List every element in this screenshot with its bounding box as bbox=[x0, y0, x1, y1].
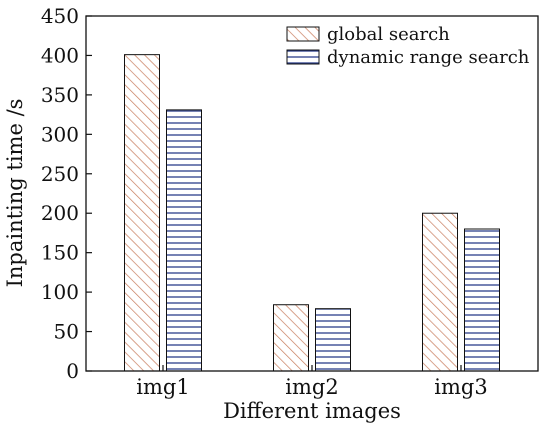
y-tick-label: 150 bbox=[41, 241, 79, 265]
bar-img1-dynamic-range-search bbox=[166, 109, 202, 372]
legend-swatch-dynamic-range-search bbox=[286, 49, 320, 65]
y-tick-label: 400 bbox=[41, 43, 79, 67]
bar-img2-dynamic-range-search bbox=[315, 308, 351, 372]
bar-img3-global-search bbox=[422, 212, 458, 372]
x-tick-label-img3: img3 bbox=[434, 375, 487, 399]
legend: global search dynamic range search bbox=[286, 24, 530, 68]
y-tick-label: 350 bbox=[41, 83, 79, 107]
bar-img2-global-search bbox=[273, 304, 309, 372]
y-tick-label: 250 bbox=[41, 162, 79, 186]
bar-img3-dynamic-range-search bbox=[464, 228, 500, 372]
x-tick-label-img2: img2 bbox=[285, 375, 338, 399]
y-axis: 0 50 100 150 200 250 300 350 400 450 bbox=[41, 4, 92, 383]
y-tick-label: 0 bbox=[66, 359, 79, 383]
legend-swatch-global-search bbox=[286, 26, 320, 42]
bars-group bbox=[124, 54, 500, 372]
legend-label-dynamic-range-search: dynamic range search bbox=[327, 47, 530, 68]
y-axis-label: Inpainting time /s bbox=[3, 99, 27, 288]
x-axis-label: Different images bbox=[223, 399, 401, 423]
y-tick-label: 200 bbox=[41, 201, 79, 225]
y-tick-label: 300 bbox=[41, 122, 79, 146]
bar-img1-global-search bbox=[124, 54, 160, 372]
x-tick-label-img1: img1 bbox=[136, 375, 189, 399]
y-tick-label: 100 bbox=[41, 280, 79, 304]
legend-label-global-search: global search bbox=[327, 24, 450, 45]
x-axis: img1 img2 img3 bbox=[136, 365, 488, 399]
y-tick-label: 450 bbox=[41, 4, 79, 28]
y-tick-label: 50 bbox=[54, 320, 79, 344]
